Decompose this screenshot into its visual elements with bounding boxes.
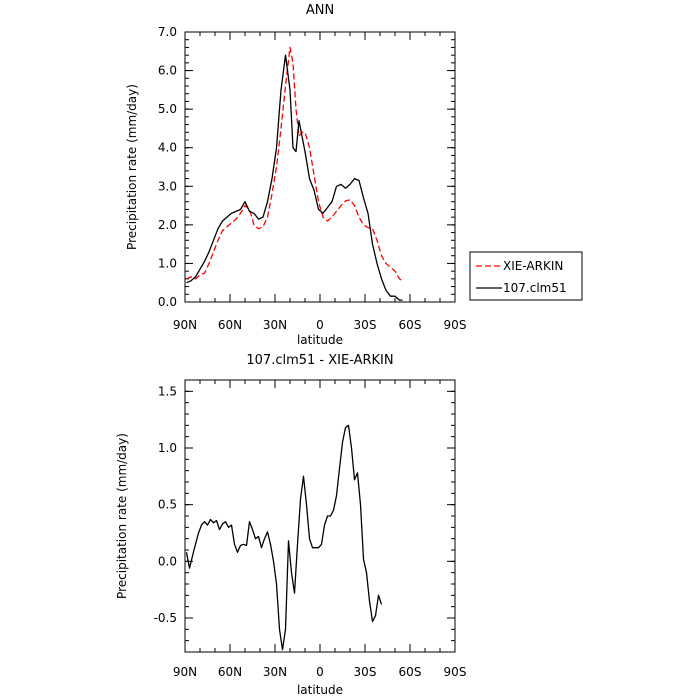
top-y-tick-label: 1.0 xyxy=(158,256,177,270)
bottom-x-axis-label: latitude xyxy=(297,683,343,697)
bottom-chart-title: 107.clm51 - XIE-ARKIN xyxy=(246,353,393,368)
top-x-tick-label: 90S xyxy=(444,318,467,332)
bottom-x-tick-label: 90S xyxy=(444,665,467,679)
top-y-tick-label: 6.0 xyxy=(158,64,177,78)
top-x-tick-label: 60N xyxy=(218,318,242,332)
bottom-y-tick-label: 1.5 xyxy=(158,384,177,398)
top-panel-ann: ANN 90N 60N 30N 0 30S 60S 90S 0.0 1.0 2.0 3.0 4.0 5.0… xyxy=(125,3,583,347)
bottom-x-tick-label: 60N xyxy=(218,665,242,679)
bottom-y-axis-label: Precipitation rate (mm/day) xyxy=(115,433,129,599)
bottom-x-tick-label: 30N xyxy=(263,665,287,679)
top-y-axis-label: Precipitation rate (mm/day) xyxy=(125,84,139,250)
top-y-tick-label: 5.0 xyxy=(158,102,177,116)
bottom-y-tick-label: 0.0 xyxy=(158,554,177,568)
top-series-line-xie-arkin xyxy=(186,46,403,282)
top-y-tick-label: 2.0 xyxy=(158,218,177,232)
bottom-x-tick-label: 0 xyxy=(316,665,324,679)
top-y-tick-label: 0.0 xyxy=(158,295,177,309)
top-x-axis-label: latitude xyxy=(297,333,343,347)
top-plot-frame xyxy=(184,31,456,303)
top-y-tick-label: 7.0 xyxy=(158,25,177,39)
bottom-x-tick-label: 90N xyxy=(173,665,197,679)
top-y-tick-label: 4.0 xyxy=(158,141,177,155)
top-chart-title: ANN xyxy=(306,3,334,18)
bottom-panel-difference: 107.clm51 - XIE-ARKIN 90N 60N 30N 0 30S 60S 90S… xyxy=(115,353,466,697)
top-x-tick-label: 30S xyxy=(354,318,377,332)
bottom-y-tick-label: 0.5 xyxy=(158,498,177,512)
bottom-series-line-difference xyxy=(185,424,383,651)
bottom-x-tick-label: 30S xyxy=(354,665,377,679)
legend-label: 107.clm51 xyxy=(503,281,567,295)
legend-label: XIE-ARKIN xyxy=(503,259,563,273)
top-series-line-107-clm51 xyxy=(186,54,403,301)
top-x-tick-label: 60S xyxy=(399,318,422,332)
bottom-y-tick-label: -0.5 xyxy=(154,611,177,625)
top-y-tick-label: 3.0 xyxy=(158,179,177,193)
top-x-tick-label: 90N xyxy=(173,318,197,332)
top-x-tick-label: 30N xyxy=(263,318,287,332)
bottom-x-tick-label: 60S xyxy=(399,665,422,679)
bottom-plot-frame xyxy=(184,379,456,653)
top-x-tick-label: 0 xyxy=(316,318,324,332)
bottom-y-tick-label: 1.0 xyxy=(158,441,177,455)
legend-box xyxy=(469,251,583,301)
